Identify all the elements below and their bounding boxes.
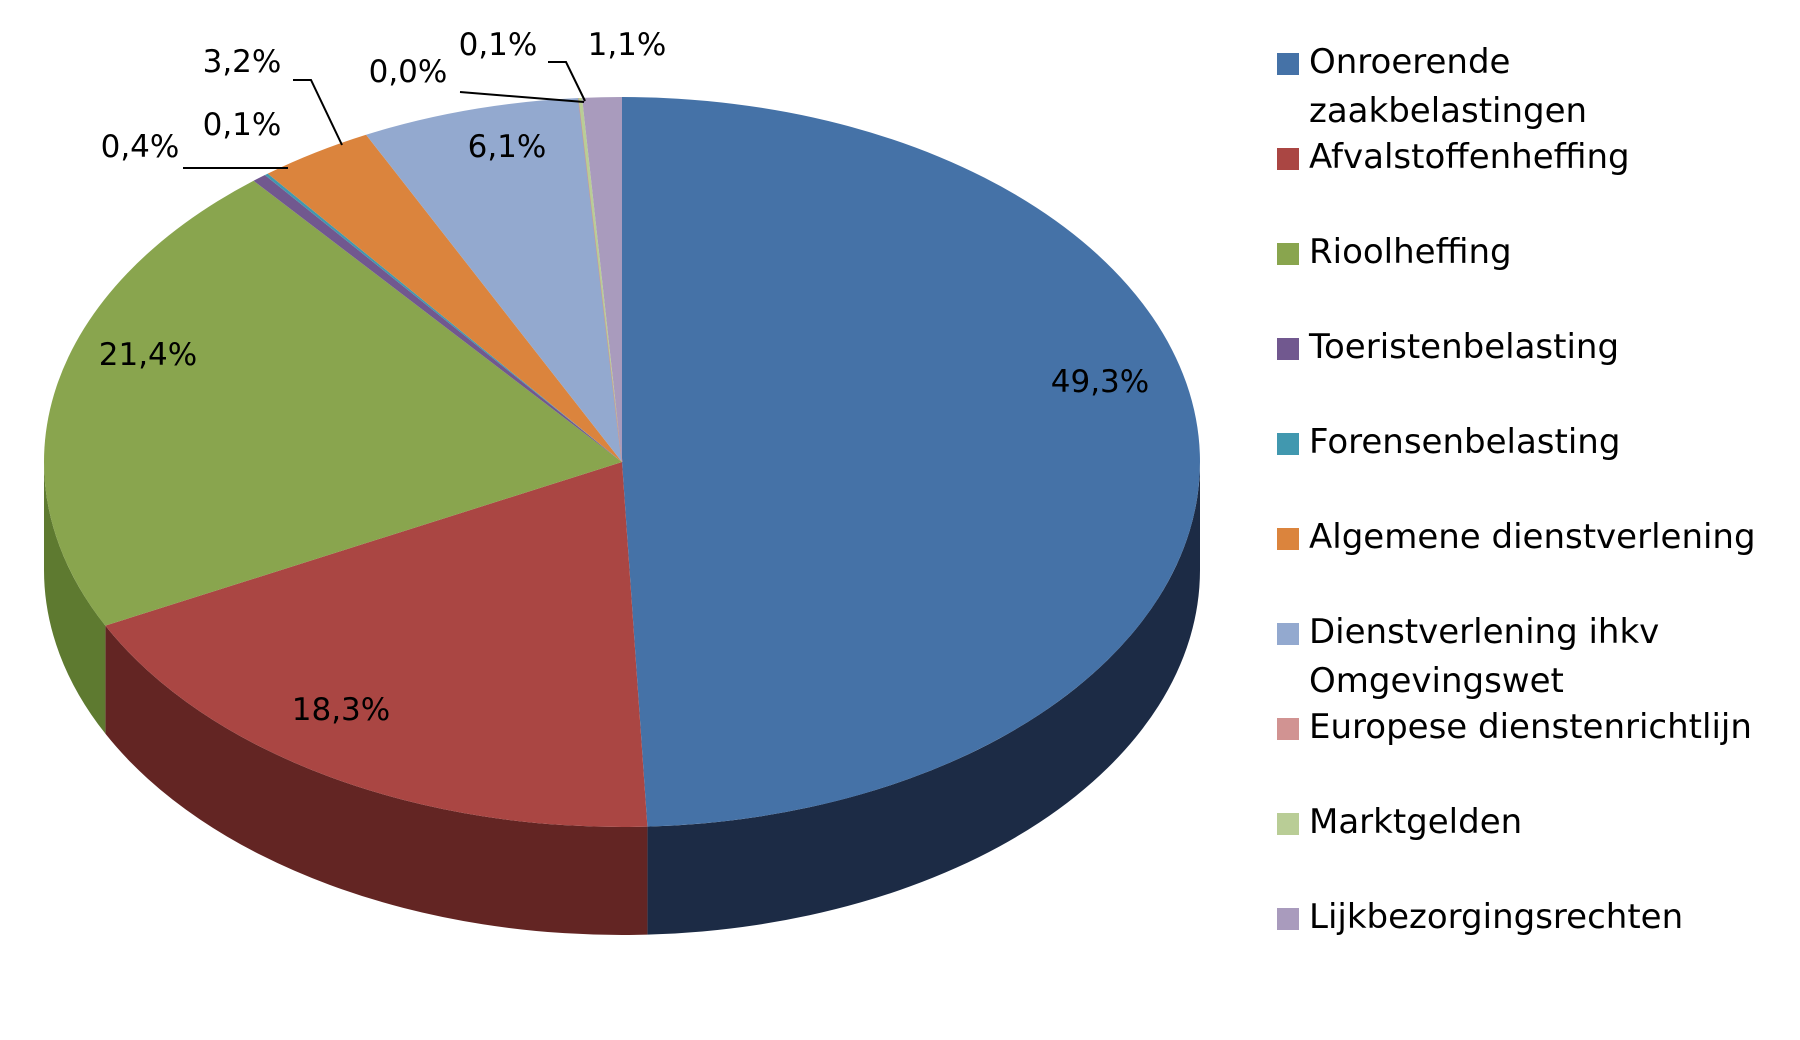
legend-label: Afvalstoffenheffing — [1309, 137, 1630, 177]
legend-item-marktgelden: Marktgelden — [1272, 798, 1792, 893]
legend-item-rioolheffing: Rioolheffing — [1272, 228, 1792, 323]
slice-marktgelden — [578, 97, 622, 463]
legend-item-onroerende-zaakbelastingen: Onroerende zaakbelastingen — [1272, 38, 1792, 133]
legend-swatch — [1277, 813, 1299, 835]
data-label-lijkbezorgingsrechten: 1,1% — [588, 27, 667, 63]
side-onroerende-zaakbelastingen — [647, 462, 1200, 935]
legend-item-afvalstoffenheffing: Afvalstoffenheffing — [1272, 133, 1792, 228]
legend-label: Forensenbelasting — [1309, 422, 1621, 462]
slice-dienstverlening-ihkv-omgevingswet — [366, 98, 622, 463]
data-label-marktgelden: 0,1% — [459, 27, 538, 63]
legend-item-lijkbezorgingsrechten: Lijkbezorgingsrechten — [1272, 893, 1792, 988]
leader-lines — [183, 61, 586, 169]
pie-slices — [44, 97, 1201, 827]
legend-swatch — [1277, 718, 1299, 740]
slice-algemene-dienstverlening — [267, 134, 622, 463]
legend-label: Onroerende zaakbelastingen — [1309, 42, 1588, 131]
leader-line-marktgelden — [548, 61, 586, 102]
legend-swatch — [1277, 243, 1299, 265]
legend-label: Europese dienstenrichtlijn — [1309, 707, 1752, 747]
side-afvalstoffenheffing — [105, 625, 648, 935]
data-label-rioolheffing: 21,4% — [99, 337, 197, 373]
leader-line-europese-dienstenrichtlijn — [459, 91, 585, 103]
legend-label: Algemene dienstverlening — [1309, 517, 1756, 557]
leader-line-algemene-dienstverlening — [293, 79, 343, 146]
legend-item-dienstverlening-omgevingswet: Dienstverlening ihkv Omgevingswet — [1272, 608, 1792, 703]
data-label-onroerende-zaakbelastingen: 49,3% — [1051, 364, 1149, 400]
side-rioolheffing — [44, 462, 106, 734]
legend-item-forensenbelasting: Forensenbelasting — [1272, 418, 1792, 513]
legend-item-toeristenbelasting: Toeristenbelasting — [1272, 323, 1792, 418]
legend-swatch — [1277, 433, 1299, 455]
slice-rioolheffing — [44, 180, 622, 626]
data-label-forensenbelasting: 0,1% — [203, 107, 282, 143]
data-labels: 49,3% 18,3% 21,4% 0,4% 0,1% 3,2% 6,1% 0,0% 0,1% 1… — [99, 27, 1149, 728]
slice-toeristenbelasting — [253, 175, 622, 463]
legend-swatch — [1277, 528, 1299, 550]
data-label-afvalstoffenheffing: 18,3% — [292, 692, 390, 728]
slice-onroerende-zaakbelastingen — [622, 97, 1201, 827]
legend-swatch — [1277, 623, 1299, 645]
legend-swatch — [1277, 338, 1299, 360]
legend-label: Marktgelden — [1309, 802, 1523, 842]
legend-swatch — [1277, 53, 1299, 75]
pie-sides — [44, 462, 1200, 935]
legend-item-europese-dienstenrichtlijn: Europese dienstenrichtlijn — [1272, 703, 1792, 798]
legend-swatch — [1277, 908, 1299, 930]
legend-label: Rioolheffing — [1309, 232, 1512, 272]
data-label-algemene-dienstverlening: 3,2% — [203, 44, 282, 80]
data-label-europese-dienstenrichtlijn: 0,0% — [369, 54, 448, 90]
data-label-dienstverlening-ihkv-omgevingswet: 6,1% — [468, 129, 547, 165]
legend-item-algemene-dienstverlening: Algemene dienstverlening — [1272, 513, 1792, 608]
legend-label: Lijkbezorgingsrechten — [1309, 897, 1684, 937]
legend-swatch — [1277, 148, 1299, 170]
slice-forensenbelasting — [264, 173, 622, 462]
slice-afvalstoffenheffing — [105, 462, 648, 827]
slice-lijkbezorgingsrechten — [582, 97, 622, 462]
data-label-toeristenbelasting: 0,4% — [101, 129, 180, 165]
legend-label: Toeristenbelasting — [1309, 327, 1620, 367]
legend-label: Dienstverlening ihkv Omgevingswet — [1309, 612, 1660, 701]
legend: Onroerende zaakbelastingen Afvalstoffenh… — [1272, 38, 1792, 988]
